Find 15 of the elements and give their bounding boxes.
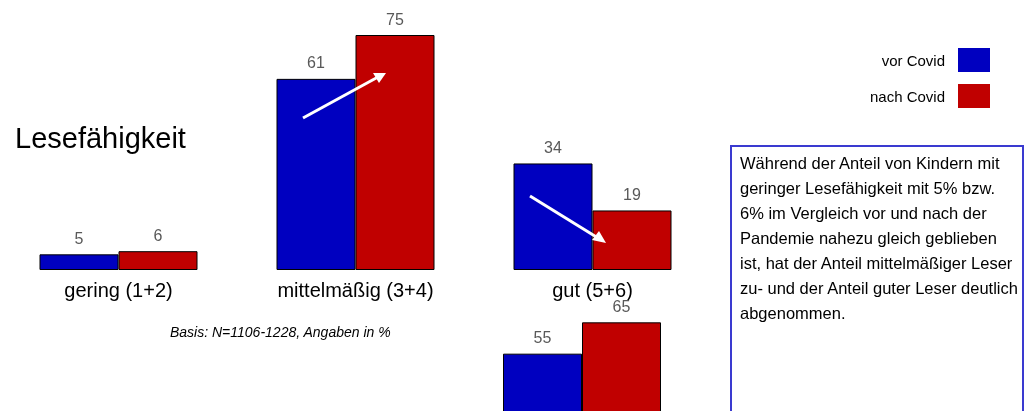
data-label: 34 <box>544 138 562 156</box>
x-tick-label: gering (1+2) <box>64 279 173 301</box>
text: Lesefähigkeit <box>15 122 186 155</box>
data-label: 5 <box>74 229 84 247</box>
legend-label: nach Covid <box>869 87 945 105</box>
data-label: 61 <box>307 54 325 72</box>
text: Basis: N=1106-1228, Angaben in % <box>170 324 391 340</box>
legend-label: vor Covid <box>881 51 945 69</box>
data-label: 19 <box>623 185 641 203</box>
x-tick-label: mittelmäßig (3+4) <box>277 279 434 301</box>
data-label: 75 <box>386 10 404 28</box>
data-label: 6 <box>153 226 163 244</box>
data-label: 55 <box>533 329 552 347</box>
x-tick-label: gut (5+6) <box>552 279 633 301</box>
text: Während der Anteil von Kindern mit geringer Lesefähigkeit mit 5% bzw. 6% im Vergleich vor und nach der Pandemie nahezu gleich geblieben ist, hat der Anteil mittelmäßiger Leser zu- und der Anteil guter Leser deutlich abgenommen. <box>730 145 1024 411</box>
